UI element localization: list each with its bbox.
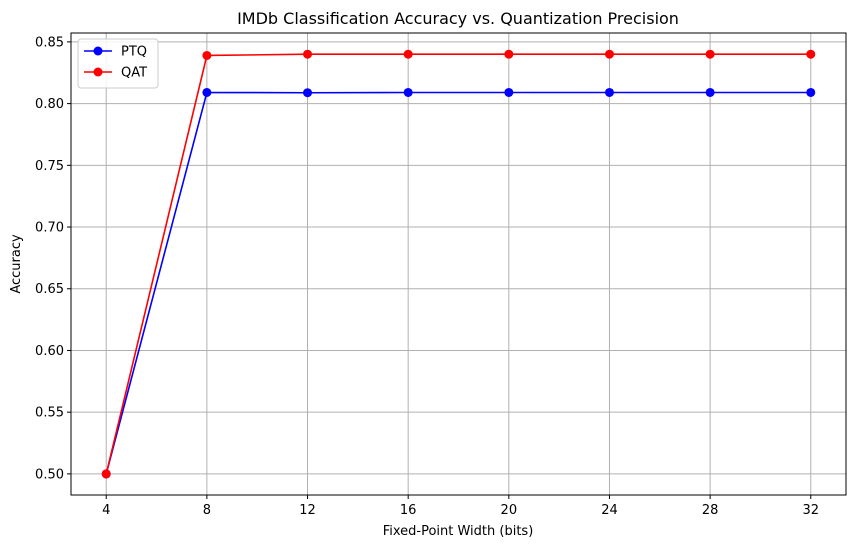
legend-label: PTQ [121,45,147,60]
data-point-ptq [403,87,413,97]
y-tick-label: 0.60 [35,344,64,359]
series-layer [101,49,816,479]
data-point-qat [202,50,212,60]
data-point-qat [806,49,816,59]
y-tick-label: 0.85 [35,35,64,50]
y-tick-label: 0.55 [35,406,64,421]
data-point-qat [303,49,313,59]
y-tick-label: 0.65 [35,282,64,297]
grid [71,33,846,495]
data-point-qat [403,49,413,59]
data-point-ptq [604,87,614,97]
y-axis: 0.50 0.55 0.60 0.65 0.70 0.75 0.80 0.85 [35,35,71,482]
legend-label: QAT [121,66,147,81]
series-line-qat [105,53,811,475]
data-point-qat [504,49,514,59]
data-point-qat [101,469,111,479]
y-tick-label: 0.50 [35,467,64,482]
data-point-qat [705,49,715,59]
legend-swatch-marker [93,67,103,77]
chart-title: IMDb Classification Accuracy vs. Quantiz… [237,9,679,28]
y-tick-label: 0.75 [35,159,64,174]
x-tick-label: 8 [203,503,211,518]
x-tick-label: 32 [802,503,819,518]
data-point-ptq [504,87,514,97]
y-tick-label: 0.80 [35,97,64,112]
series-line-ptq [105,91,811,475]
data-point-ptq [806,87,816,97]
data-point-ptq [202,87,212,97]
y-tick-label: 0.70 [35,221,64,236]
x-axis: 4 8 12 16 20 24 28 32 [102,495,819,518]
legend: PTQ QAT [77,38,159,89]
x-tick-label: 28 [702,503,719,518]
plot-frame [70,32,847,496]
x-tick-label: 16 [400,503,417,518]
y-axis-label: Accuracy [9,234,24,294]
data-point-ptq [303,88,313,98]
data-point-qat [604,49,614,59]
x-tick-label: 4 [102,503,110,518]
x-tick-label: 24 [601,503,618,518]
legend-swatch-marker [93,46,103,56]
x-tick-label: 20 [501,503,518,518]
x-axis-label: Fixed-Point Width (bits) [383,524,534,539]
x-tick-label: 12 [299,503,316,518]
data-point-ptq [705,87,715,97]
